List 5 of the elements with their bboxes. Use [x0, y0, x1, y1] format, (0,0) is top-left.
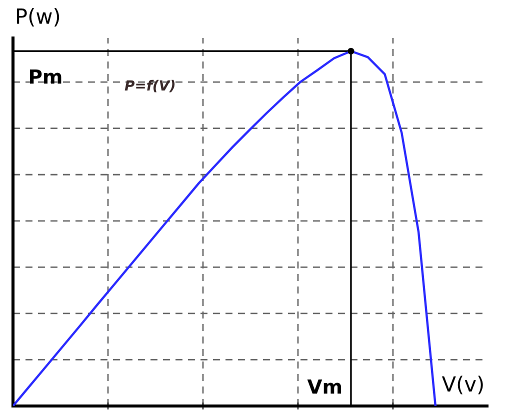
y-axis-title: P(w): [17, 8, 60, 26]
annotation: P=f(V): [124, 80, 175, 92]
annotation: Vm: [307, 379, 341, 394]
x-axis-title: V(v): [442, 376, 483, 394]
ref-line-label: Pm: [30, 69, 62, 84]
